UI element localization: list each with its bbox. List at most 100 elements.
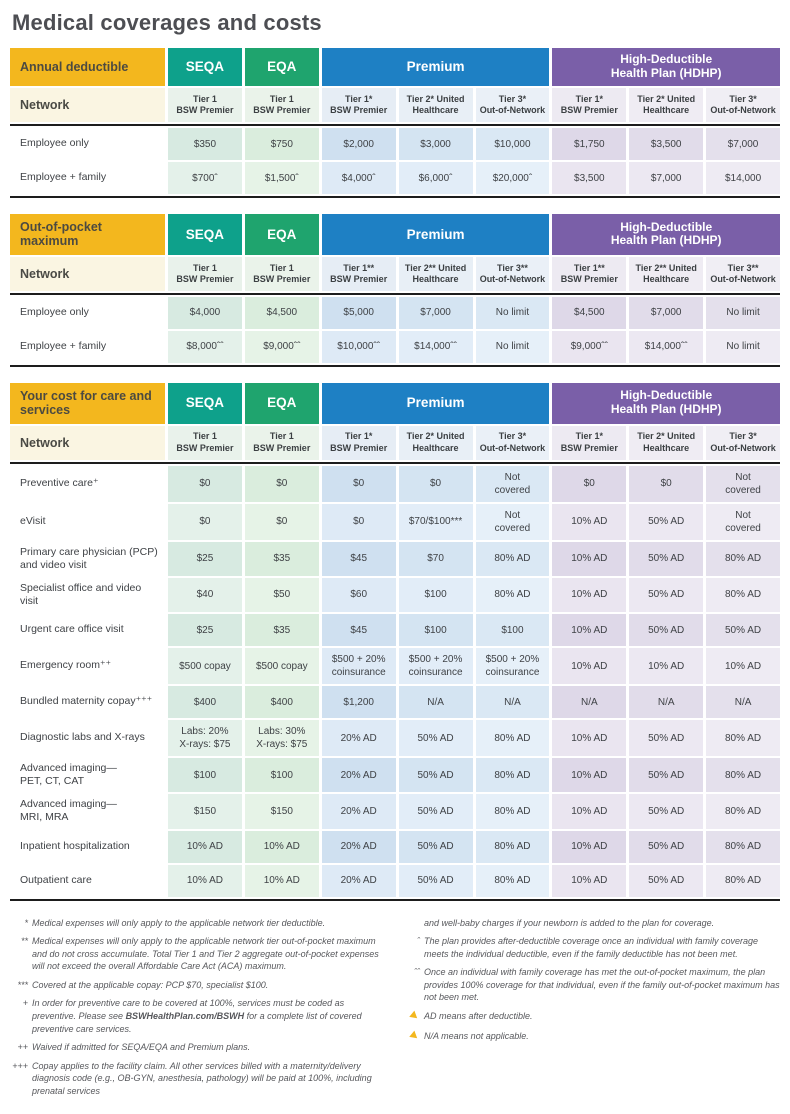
footnote: + In order for preventive care to be cove…	[10, 997, 388, 1035]
table-cell: 50% AD	[398, 758, 473, 793]
row-label: Bundled maternity copay⁺⁺⁺	[10, 686, 165, 718]
table-cell: $4,500	[552, 296, 627, 329]
table-cell: $35	[244, 614, 319, 646]
table-cell: Not covered	[475, 503, 550, 540]
table-cell: $9,000ˆˆ	[552, 330, 627, 363]
row-label: Emergency room⁺⁺	[10, 648, 165, 684]
table-cell: 10% AD	[244, 830, 319, 863]
table-corner-label: Annual deductible	[10, 48, 165, 86]
table-cell: $750	[244, 128, 319, 160]
row-label: Preventive care⁺	[10, 465, 165, 502]
table-cell: $70	[398, 541, 473, 576]
table-cell: $100	[475, 614, 550, 646]
table-cell: 80% AD	[475, 720, 550, 756]
network-tier-header: Tier 2* United Healthcare	[398, 88, 473, 122]
row-label: Employee only	[10, 296, 165, 329]
plan-group-header: EQA	[244, 382, 319, 424]
row-label: Employee only	[10, 128, 165, 160]
table-cell: 50% AD	[629, 794, 704, 829]
table-cell: 50% AD	[629, 503, 704, 540]
table-cell: 50% AD	[398, 830, 473, 863]
table-cell: $500 + 20% coinsurance	[321, 648, 396, 684]
table-cell: $10,000	[475, 128, 550, 160]
table-cell: $20,000ˆ	[475, 162, 550, 194]
row-label: eVisit	[10, 503, 165, 540]
table-cell: 10% AD	[552, 648, 627, 684]
network-tier-header: Tier 1 BSW Premier	[168, 425, 242, 460]
table-cell: Labs: 30% X-rays: $75	[244, 720, 319, 756]
footnotes-right-column: and well-baby charges if your newborn is…	[402, 917, 780, 1104]
arrow-bullet-icon	[409, 1010, 420, 1022]
footnote: and well-baby charges if your newborn is…	[402, 917, 780, 930]
table-cell: $3,000	[398, 128, 473, 160]
table-cell: $0	[552, 465, 627, 502]
network-tier-header: Tier 3* Out-of-Network	[475, 425, 550, 460]
table-cell: 50% AD	[629, 614, 704, 646]
footnote-marker: +++	[12, 1060, 28, 1071]
table-corner-label: Out-of-pocket maximum	[10, 214, 165, 255]
table-cell: 10% AD	[552, 864, 627, 897]
row-label: Employee + family	[10, 330, 165, 363]
table-cell: N/A	[629, 686, 704, 718]
table-cell: 80% AD	[475, 794, 550, 829]
row-label: Outpatient care	[10, 864, 165, 897]
table-cell: 80% AD	[475, 541, 550, 576]
footnote-text: The plan provides after-deductible cover…	[424, 936, 759, 959]
table-cell: 20% AD	[321, 794, 396, 829]
table-cell: $0	[244, 503, 319, 540]
plan-group-header: Premium	[321, 214, 550, 255]
table-cell: $40	[168, 577, 242, 612]
table-cell: N/A	[398, 686, 473, 718]
table-cell: $8,000ˆˆ	[168, 330, 242, 363]
network-tier-header: Tier 1* BSW Premier	[552, 425, 627, 460]
table-cell: $400	[244, 686, 319, 718]
footnote-text: In order for preventive care to be cover…	[32, 998, 362, 1034]
row-label: Advanced imaging— PET, CT, CAT	[10, 758, 165, 793]
table-cell: 80% AD	[706, 864, 780, 897]
table-cell: $3,500	[552, 162, 627, 194]
table-cell: N/A	[475, 686, 550, 718]
table-cell: $50	[244, 577, 319, 612]
footnote-marker	[402, 1030, 424, 1044]
table-cell: 80% AD	[706, 720, 780, 756]
footnote: ** Medical expenses will only apply to th…	[10, 935, 388, 973]
table-cell: $500 + 20% coinsurance	[398, 648, 473, 684]
page-title: Medical coverages and costs	[12, 10, 322, 35]
table-corner-label: Your cost for care and services	[10, 382, 165, 424]
table-cell: 10% AD	[552, 830, 627, 863]
plan-group-header: SEQA	[168, 48, 242, 86]
table-cell: 80% AD	[475, 577, 550, 612]
network-tier-header: Tier 1 BSW Premier	[168, 88, 242, 122]
table-cell: No limit	[706, 296, 780, 329]
table-cell: No limit	[475, 296, 550, 329]
table-cell: $70/$100***	[398, 503, 473, 540]
table-cell: $9,000ˆˆ	[244, 330, 319, 363]
table-cell: 80% AD	[706, 577, 780, 612]
footnote-text: AD means after deductible.	[424, 1011, 533, 1022]
table-cell: $7,000	[398, 296, 473, 329]
table-cell: $35	[244, 541, 319, 576]
header-divider-rule	[10, 292, 780, 295]
footnote-marker: **	[20, 936, 28, 947]
table-cell: $3,500	[629, 128, 704, 160]
network-tier-header: Tier 2* United Healthcare	[398, 425, 473, 460]
table-cell: 80% AD	[475, 830, 550, 863]
row-label: Diagnostic labs and X-rays	[10, 720, 165, 756]
table-cell: 80% AD	[706, 541, 780, 576]
plan-group-header: Premium	[321, 48, 550, 86]
plan-group-header: EQA	[244, 214, 319, 255]
table-cell: $2,000	[321, 128, 396, 160]
table-cell: $6,000ˆ	[398, 162, 473, 194]
table-cell: 10% AD	[552, 720, 627, 756]
footnote-marker: ++	[17, 1042, 28, 1053]
table-cell: $100	[168, 758, 242, 793]
footnote: ˆˆ Once an individual with family coverag…	[402, 966, 780, 1004]
table-cell: $7,000	[629, 296, 704, 329]
plan-group-header: High-Deductible Health Plan (HDHP)	[552, 214, 780, 255]
footnote-text: Waived if admitted for SEQA/EQA and Prem…	[32, 1042, 251, 1053]
table-cell: Not covered	[706, 465, 780, 502]
table-cell: $0	[321, 503, 396, 540]
annual-deductible-table: Annual deductible SEQA EQA Premium High-Dedu…	[10, 48, 780, 198]
table-cell: N/A	[552, 686, 627, 718]
footnotes: * Medical expenses will only apply to the…	[10, 917, 780, 1104]
